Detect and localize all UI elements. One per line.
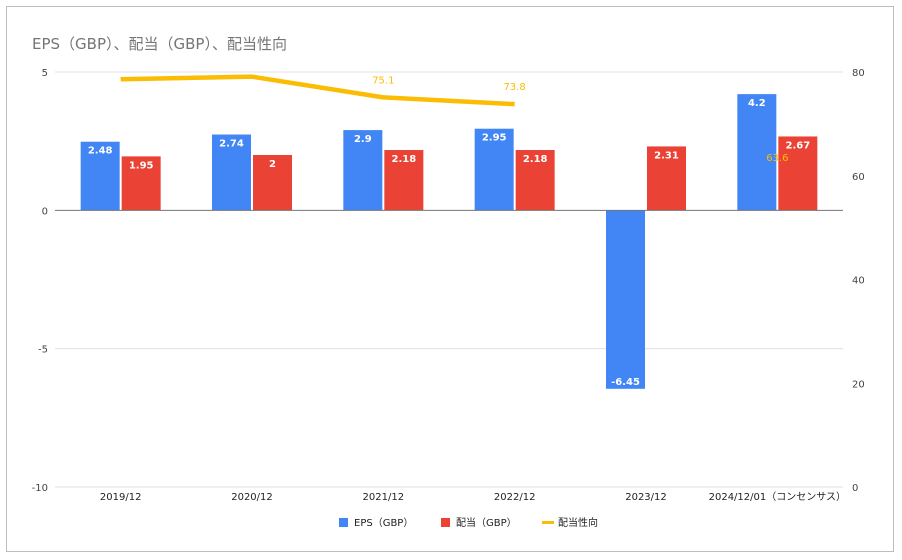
left-axis: -10 -5 0 5: [32, 68, 48, 494]
bar-data-label: 2.9: [354, 134, 372, 145]
chart-title: EPS（GBP）、配当（GBP）、配当性向: [32, 35, 287, 53]
bar-eps: [737, 94, 777, 211]
bar-data-label: 2.48: [88, 146, 113, 157]
bar-dividend: [384, 150, 424, 211]
bar-dividend: [647, 146, 686, 211]
x-tick-label: 2021/12: [363, 492, 405, 503]
legend-label: 配当性向: [558, 516, 598, 529]
legend-swatch: [441, 518, 450, 527]
legend-swatch: [339, 518, 348, 527]
x-tick-label: 2020/12: [231, 492, 273, 503]
right-tick-label: 60: [852, 172, 865, 183]
bar-data-label: 2.31: [654, 150, 679, 161]
bar-data-label: 2.67: [785, 140, 810, 151]
left-tick-label: 0: [42, 206, 48, 217]
bar-data-label: -6.45: [611, 377, 640, 388]
legend: EPS（GBP） 配当（GBP） 配当性向: [339, 516, 598, 529]
legend-label: 配当（GBP）: [456, 516, 517, 529]
ratio-data-label: 63.6: [766, 153, 788, 164]
ratio-line-segment: [120, 74, 515, 107]
bar-data-label: 2.95: [482, 133, 507, 144]
bar-data-label: 1.95: [129, 160, 154, 171]
x-tick-label: 2019/12: [100, 492, 142, 503]
right-tick-label: 0: [852, 483, 858, 494]
right-tick-label: 20: [852, 379, 865, 390]
right-tick-label: 40: [852, 276, 865, 287]
x-axis: 2019/12 2020/12 2021/12 2022/12 2023/12 2024/…: [100, 491, 846, 503]
left-tick-label: 5: [42, 68, 48, 79]
legend-swatch-line: [542, 521, 554, 524]
bars: 2.48 2.74 2.9 2.95 -6.45 4.2 1.95 2 2.18 2.18 2.31…: [80, 94, 818, 389]
left-tick-label: -5: [38, 345, 48, 356]
bar-dividend: [778, 136, 818, 211]
gridlines: [55, 71, 843, 488]
bar-eps: [606, 210, 645, 389]
right-tick-label: 80: [852, 68, 865, 79]
ratio-data-label: 75.1: [372, 75, 394, 86]
bar-dividend: [121, 156, 161, 211]
ratio-line: 75.1 73.8 63.6: [120, 74, 788, 164]
bar-dividend: [515, 150, 555, 211]
bar-eps: [212, 134, 251, 211]
bar-data-label: 4.2: [748, 98, 766, 109]
bar-eps: [80, 141, 120, 211]
right-axis: 0 20 40 60 80: [852, 68, 865, 494]
bar-data-label: 2.18: [391, 154, 416, 165]
ratio-data-label: 73.8: [504, 82, 526, 93]
x-tick-label: 2022/12: [494, 492, 536, 503]
bar-eps: [474, 128, 514, 211]
bar-data-label: 2: [269, 159, 276, 170]
legend-label: EPS（GBP）: [354, 517, 413, 529]
bar-dividend: [253, 155, 292, 211]
bar-data-label: 2.74: [219, 139, 244, 150]
x-tick-label: 2024/12/01（コンセンサス）: [709, 491, 846, 503]
bar-eps: [343, 130, 383, 211]
bar-data-label: 2.18: [523, 154, 548, 165]
left-tick-label: -10: [32, 483, 48, 494]
x-tick-label: 2023/12: [625, 492, 667, 503]
